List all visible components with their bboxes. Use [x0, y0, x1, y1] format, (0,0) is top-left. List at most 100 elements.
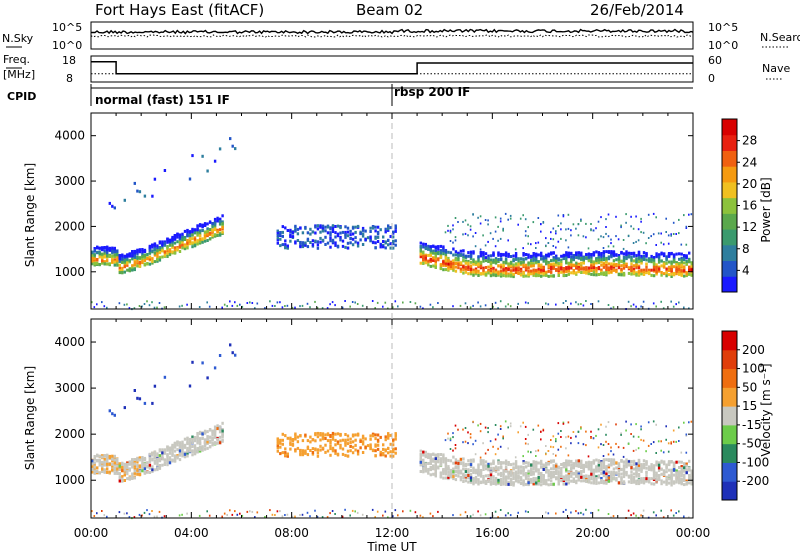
- echo-cell: [319, 236, 322, 240]
- echo-cell: [550, 472, 553, 476]
- echo-cell: [522, 274, 525, 278]
- echo-cell: [116, 252, 119, 256]
- echo-cell: [111, 412, 114, 416]
- echo-cell: [597, 220, 600, 223]
- echo-cell: [580, 218, 582, 221]
- echo-cell: [565, 256, 568, 260]
- echo-cell: [550, 252, 553, 256]
- echo-cell: [168, 253, 172, 257]
- echo-cell: [504, 514, 507, 517]
- echo-cell: [153, 461, 157, 465]
- echo-cell: [434, 259, 437, 263]
- echo-cell: [203, 234, 207, 238]
- echo-cell: [479, 264, 483, 268]
- echo-cell: [176, 232, 179, 236]
- echo-cell: [570, 263, 573, 267]
- echo-cell: [642, 465, 646, 469]
- echo-cell: [560, 222, 562, 225]
- echo-cell: [467, 469, 470, 473]
- echo-cell: [489, 267, 493, 270]
- colorbar-tick-label: 100: [742, 362, 765, 376]
- echo-cell: [620, 270, 623, 273]
- echo-cell: [670, 460, 673, 464]
- echo-cell: [595, 268, 598, 272]
- echo-cell: [429, 453, 432, 457]
- echo-cell: [482, 477, 485, 481]
- echo-cell: [565, 239, 567, 242]
- echo-cell: [251, 302, 254, 304]
- echo-cell: [667, 468, 671, 472]
- echo-cell: [101, 464, 104, 468]
- echo-cell: [374, 449, 377, 453]
- echo-cell: [324, 225, 327, 229]
- echo-cell: [530, 467, 533, 471]
- echo-cell: [452, 475, 455, 479]
- echo-cell: [509, 271, 513, 275]
- echo-cell: [449, 251, 453, 255]
- echo-cell: [660, 259, 663, 263]
- echo-cell: [582, 469, 585, 473]
- echo-cell: [640, 467, 643, 471]
- echo-cell: [231, 513, 234, 516]
- echo-cell: [183, 455, 187, 459]
- echo-cell: [131, 257, 134, 261]
- echo-cell: [688, 466, 691, 470]
- echo-cell: [444, 253, 448, 257]
- echo-cell: [482, 251, 485, 255]
- echo-cell: [665, 465, 668, 469]
- echo-cell: [203, 440, 207, 444]
- echo-cell: [276, 236, 279, 240]
- echo-cell: [133, 249, 136, 253]
- echo-cell: [627, 271, 631, 275]
- echo-cell: [96, 250, 99, 254]
- echo-cell: [570, 474, 573, 478]
- echo-cell: [351, 226, 355, 230]
- echo-cell: [519, 476, 523, 480]
- echo-cell: [675, 269, 678, 273]
- echo-cell: [462, 461, 465, 465]
- echo-cell: [364, 229, 367, 233]
- y-tick-label: 2000: [54, 219, 85, 233]
- echo-cell: [392, 239, 395, 243]
- echo-cell: [615, 215, 617, 218]
- echo-cell: [675, 474, 678, 478]
- echo-cell: [422, 461, 425, 465]
- echo-cell: [161, 448, 164, 452]
- echo-cell: [444, 458, 448, 461]
- echo-cell: [98, 461, 101, 465]
- echo-cell: [286, 246, 289, 250]
- echo-cell: [685, 451, 688, 454]
- echo-cell: [665, 271, 668, 275]
- echo-cell: [494, 273, 498, 277]
- echo-cell: [482, 266, 485, 270]
- power-colorbar-label: Power [dB]: [759, 177, 773, 242]
- echo-cell: [678, 479, 681, 483]
- echo-cell: [632, 467, 636, 471]
- echo-cell: [474, 261, 478, 265]
- echo-cell: [557, 261, 560, 265]
- echo-cell: [191, 449, 194, 453]
- echo-cell: [186, 303, 188, 306]
- echo-cell: [151, 261, 154, 265]
- echo-cell: [223, 512, 226, 515]
- echo-cell: [133, 462, 136, 466]
- echo-cell: [374, 454, 377, 458]
- echo-cell: [198, 239, 202, 243]
- echo-cell: [439, 266, 443, 270]
- echo-cell: [675, 440, 677, 443]
- echo-cell: [91, 253, 94, 257]
- echo-cell: [635, 215, 637, 218]
- echo-cell: [667, 253, 671, 257]
- echo-cell: [622, 460, 626, 464]
- echo-cell: [452, 436, 454, 439]
- echo-cell: [181, 454, 184, 458]
- echo-cell: [336, 245, 340, 249]
- echo-cell: [683, 261, 686, 265]
- echo-cell: [540, 251, 543, 255]
- echo-cell: [502, 253, 505, 257]
- echo-cell: [442, 263, 445, 267]
- echo-cell: [565, 447, 567, 450]
- echo-cell: [118, 263, 121, 267]
- echo-cell: [457, 471, 460, 475]
